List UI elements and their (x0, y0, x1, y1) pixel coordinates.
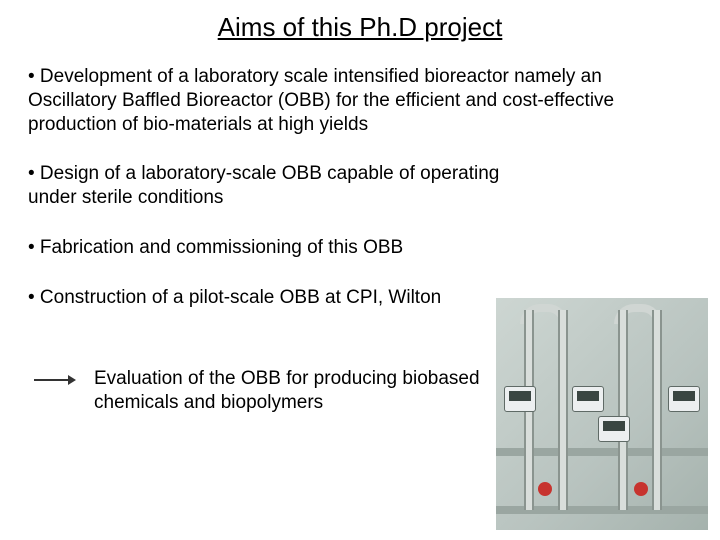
slide-title: Aims of this Ph.D project (0, 0, 720, 65)
bullet-fabrication: • Fabrication and commissioning of this … (28, 236, 692, 260)
evaluation-text: Evaluation of the OBB for producing biob… (94, 367, 494, 415)
arrow-icon (34, 373, 76, 387)
bioreactor-photo (496, 298, 708, 530)
bullet-design: • Design of a laboratory-scale OBB capab… (28, 162, 528, 210)
bullet-development: • Development of a laboratory scale inte… (28, 65, 692, 136)
